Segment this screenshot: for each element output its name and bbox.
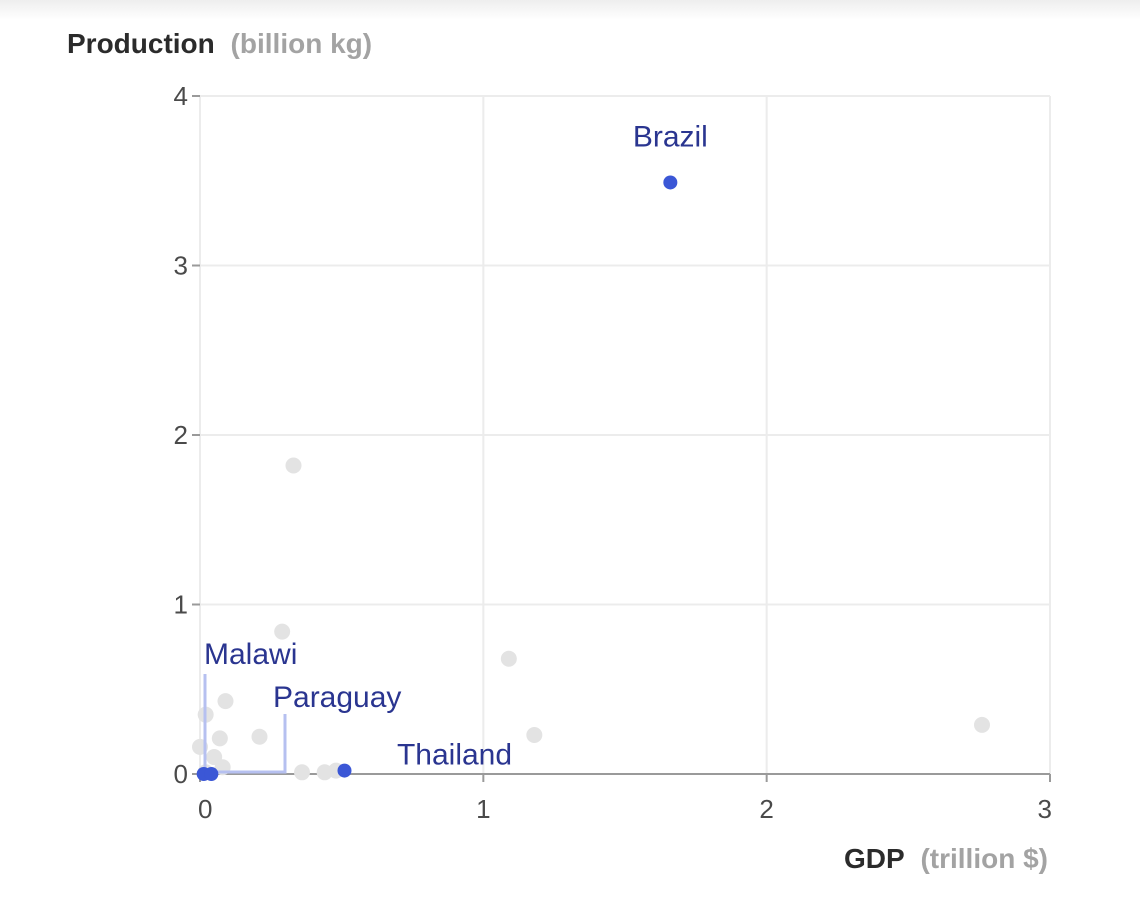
highlighted-point[interactable]	[337, 763, 352, 778]
background-point	[217, 693, 234, 710]
highlighted-point[interactable]	[204, 767, 219, 781]
label-connectors	[203, 674, 287, 774]
y-axis-label: Production	[67, 28, 215, 59]
point-label: Malawi	[204, 638, 297, 671]
background-point	[500, 650, 517, 667]
background-point	[211, 730, 228, 747]
background-points	[192, 457, 990, 781]
x-tick-label: 2	[759, 794, 773, 824]
x-axis-label: GDP	[844, 843, 905, 874]
background-point	[294, 764, 310, 781]
background-point	[274, 623, 291, 640]
background-point	[974, 716, 990, 733]
background-point	[285, 457, 302, 474]
x-tick-label: 1	[476, 794, 490, 824]
point-label: Thailand	[397, 739, 512, 772]
background-point	[526, 727, 543, 744]
y-axis-title: Production (billion kg)	[67, 28, 372, 59]
highlighted-point[interactable]	[663, 175, 678, 190]
x-axis-title: GDP (trillion $)	[844, 843, 1048, 874]
y-axis-unit: (billion kg)	[231, 28, 373, 59]
y-tick-label: 0	[174, 759, 188, 789]
grid-lines	[199, 95, 1051, 774]
y-tick-label: 1	[174, 590, 188, 620]
axes	[192, 95, 1051, 782]
tick-labels: 0 1 2 3 0 1 2 3 4	[174, 81, 1052, 824]
point-label: Brazil	[633, 120, 708, 153]
point-labels: Brazil Thailand Malawi Paraguay	[204, 120, 708, 771]
point-label: Paraguay	[273, 681, 401, 714]
y-tick-label: 4	[174, 81, 188, 111]
top-shadow	[0, 0, 1140, 20]
y-tick-label: 3	[174, 251, 188, 281]
x-tick-label: 3	[1038, 794, 1052, 824]
x-axis-unit: (trillion $)	[920, 843, 1048, 874]
highlighted-points[interactable]	[196, 175, 678, 781]
x-tick-label: 0	[198, 794, 212, 824]
background-point	[251, 728, 268, 745]
label-connector	[215, 714, 287, 774]
y-tick-label: 2	[174, 420, 188, 450]
